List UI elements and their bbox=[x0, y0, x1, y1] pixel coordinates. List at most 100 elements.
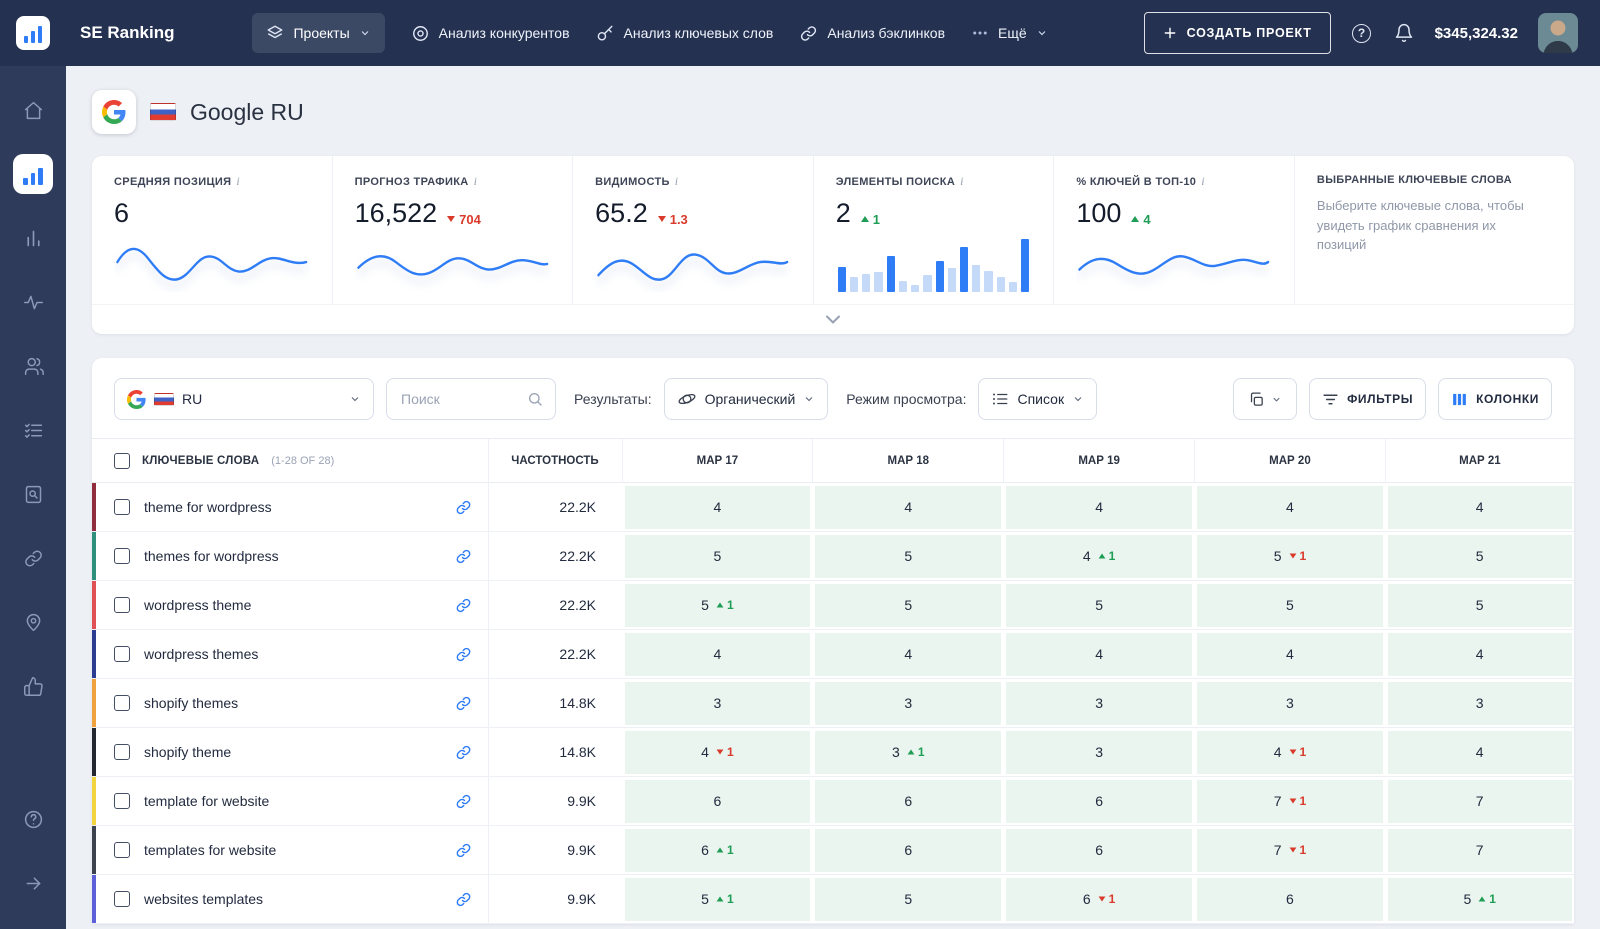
nav-backlink-analysis[interactable]: Анализ бэклинков bbox=[799, 24, 945, 43]
nav-competitor-analysis[interactable]: Анализ конкурентов bbox=[411, 24, 570, 43]
columns-label: КОЛОНКИ bbox=[1476, 392, 1539, 406]
info-icon[interactable]: i bbox=[674, 174, 679, 188]
row-checkbox[interactable] bbox=[114, 793, 130, 809]
row-checkbox[interactable] bbox=[114, 548, 130, 564]
row-checkbox[interactable] bbox=[114, 597, 130, 613]
info-icon[interactable]: i bbox=[960, 174, 964, 188]
volume-column-header[interactable]: ЧАСТОТНОСТЬ bbox=[487, 438, 622, 483]
position-cell: 6 bbox=[1006, 779, 1193, 823]
stat-label: ВИДИМОСТЬ bbox=[595, 176, 670, 188]
sidebar-item-rankings-active[interactable] bbox=[0, 151, 66, 197]
position-cell: 4 bbox=[815, 632, 1002, 676]
position-delta: 1 bbox=[1098, 892, 1115, 906]
stat-value: 6 bbox=[114, 198, 130, 228]
keywords-column-header[interactable]: КЛЮЧЕВЫЕ СЛОВА (1-28 OF 28) bbox=[92, 439, 488, 483]
sidebar-collapse-button[interactable] bbox=[0, 860, 66, 906]
keyword-link-icon[interactable] bbox=[455, 548, 472, 565]
row-checkbox[interactable] bbox=[114, 891, 130, 907]
trend-sparkline bbox=[1078, 255, 1270, 275]
collapse-stats-button[interactable] bbox=[92, 304, 1574, 334]
select-all-checkbox[interactable] bbox=[114, 452, 130, 469]
view-mode-dropdown[interactable]: Список bbox=[978, 378, 1098, 420]
keyword-link-icon[interactable] bbox=[455, 597, 472, 614]
keyword-search-box[interactable] bbox=[386, 378, 556, 420]
chevron-down-icon bbox=[1074, 397, 1082, 402]
stat-label: ЭЛЕМЕНТЫ ПОИСКА bbox=[835, 176, 956, 188]
project-header: Google RU bbox=[92, 90, 1574, 134]
sidebar-item-keyword-research[interactable] bbox=[0, 471, 66, 517]
search-input[interactable] bbox=[399, 390, 519, 408]
sidebar-item-competitors[interactable] bbox=[0, 343, 66, 389]
keyword-link-icon[interactable] bbox=[455, 499, 472, 516]
stat-card-traffic-forecast[interactable]: ПРОГНОЗ ТРАФИКА i 16,522 704 bbox=[333, 156, 574, 304]
sidebar-item-analytics[interactable] bbox=[0, 215, 66, 261]
keyword-link-icon[interactable] bbox=[455, 793, 472, 810]
keyword-table-row: theme for wordpress 22.2K 4 4 4 4 4 bbox=[92, 482, 1574, 532]
sidebar-item-backlinks[interactable] bbox=[0, 535, 66, 581]
sidebar-item-audit[interactable] bbox=[0, 407, 66, 453]
sidebar-item-local-marketing[interactable] bbox=[0, 599, 66, 645]
help-circle-icon bbox=[24, 810, 42, 828]
row-checkbox[interactable] bbox=[114, 646, 130, 662]
keyword-color-chip bbox=[92, 630, 96, 678]
sidebar-item-home[interactable] bbox=[0, 87, 66, 133]
stat-card-average-position[interactable]: СРЕДНЯЯ ПОЗИЦИЯ i 6 bbox=[92, 156, 333, 304]
position-value: 6 bbox=[1095, 842, 1103, 858]
nav-keyword-analysis[interactable]: Анализ ключевых слов bbox=[596, 24, 773, 43]
region-dropdown[interactable]: RU bbox=[114, 378, 374, 420]
user-avatar[interactable] bbox=[1538, 13, 1578, 53]
info-icon[interactable]: i bbox=[236, 174, 240, 188]
position-value: 7 bbox=[1475, 793, 1484, 809]
keywords-header-label: КЛЮЧЕВЫЕ СЛОВА bbox=[142, 454, 260, 467]
keyword-link-icon[interactable] bbox=[455, 744, 472, 761]
row-checkbox[interactable] bbox=[114, 744, 130, 760]
date-column-header[interactable]: МАР 18 bbox=[812, 438, 1004, 483]
date-column-header[interactable]: МАР 19 bbox=[1003, 438, 1195, 483]
date-column-header[interactable]: МАР 20 bbox=[1194, 438, 1386, 483]
copy-dropdown[interactable] bbox=[1233, 378, 1298, 420]
projects-dropdown[interactable]: Проекты bbox=[252, 13, 385, 53]
row-checkbox[interactable] bbox=[114, 499, 130, 515]
filters-button[interactable]: ФИЛЬТРЫ bbox=[1309, 378, 1427, 420]
columns-button[interactable]: КОЛОНКИ bbox=[1438, 378, 1552, 420]
keyword-link-icon[interactable] bbox=[455, 891, 472, 908]
position-cell: 3 bbox=[624, 681, 811, 725]
bell-icon bbox=[1395, 23, 1412, 43]
account-balance[interactable]: $345,324.32 bbox=[1434, 24, 1518, 42]
stat-card-keywords-in-top10[interactable]: % КЛЮЧЕЙ В ТОП-10 i 100 4 bbox=[1054, 156, 1295, 304]
info-icon[interactable]: i bbox=[473, 174, 478, 188]
row-checkbox[interactable] bbox=[114, 695, 130, 711]
stat-label: ПРОГНОЗ ТРАФИКА bbox=[354, 176, 469, 188]
keyword-link-icon[interactable] bbox=[455, 646, 472, 663]
more-dots-icon bbox=[973, 31, 987, 35]
brand-name[interactable]: SE Ranking bbox=[80, 23, 175, 42]
keyword-link-icon[interactable] bbox=[455, 695, 472, 712]
nav-more[interactable]: Ещё bbox=[971, 24, 1048, 42]
info-icon[interactable]: i bbox=[1201, 174, 1205, 188]
position-value: 6 bbox=[1082, 891, 1091, 907]
keyword-label: template for website bbox=[144, 793, 270, 809]
position-cell: 5 bbox=[815, 877, 1002, 921]
link-icon bbox=[24, 549, 42, 567]
position-cell: 5 bbox=[815, 583, 1002, 627]
keyword-color-chip bbox=[92, 826, 96, 874]
stat-card-serp-features[interactable]: ЭЛЕМЕНТЫ ПОИСКА i 2 1 bbox=[814, 156, 1055, 304]
date-column-header[interactable]: МАР 17 bbox=[621, 438, 813, 483]
date-column-header[interactable]: МАР 21 bbox=[1384, 438, 1574, 483]
keyword-link-icon[interactable] bbox=[455, 842, 472, 859]
keyword-link-chain-icon bbox=[456, 647, 470, 661]
help-button[interactable]: ? bbox=[1351, 22, 1373, 44]
results-type-dropdown[interactable]: Органический bbox=[663, 378, 829, 420]
app-logo[interactable] bbox=[0, 16, 66, 50]
sidebar-item-help[interactable] bbox=[0, 796, 66, 842]
stat-value: 2 bbox=[835, 198, 851, 228]
create-project-button[interactable]: СОЗДАТЬ ПРОЕКТ bbox=[1143, 12, 1331, 54]
sidebar-item-social-media[interactable] bbox=[0, 663, 66, 709]
position-cell: 3 bbox=[1006, 730, 1193, 774]
row-checkbox[interactable] bbox=[114, 842, 130, 858]
position-value: 7 bbox=[1475, 842, 1484, 858]
sidebar-item-monitoring[interactable] bbox=[0, 279, 66, 325]
stat-card-visibility[interactable]: ВИДИМОСТЬ i 65.2 1.3 bbox=[573, 156, 814, 304]
notifications-button[interactable] bbox=[1393, 22, 1415, 44]
